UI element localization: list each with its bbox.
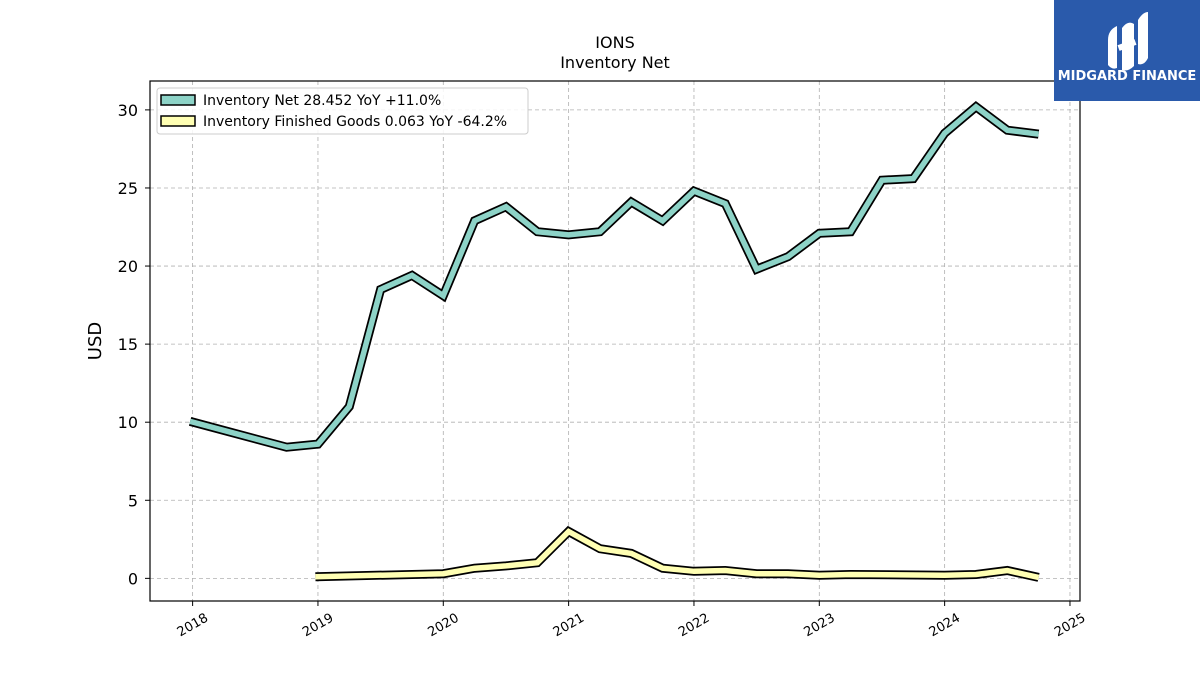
- y-tick-label: 20: [118, 257, 138, 276]
- series-layer: [188, 101, 1040, 582]
- legend-swatch-inventory-finished-goods: [160, 115, 196, 127]
- x-tick-label: 2022: [676, 611, 712, 641]
- y-tick-label: 10: [118, 413, 138, 432]
- legend-box: [156, 87, 529, 135]
- x-axis: 2018 2019 2020 2021 2022 2023 2024 2025: [175, 601, 1088, 641]
- midgard-finance-logo: MIDGARD FINANCE: [1054, 0, 1200, 101]
- chart-title: IONS: [595, 33, 634, 52]
- x-tick-label: 2024: [927, 611, 963, 641]
- x-tick-label: 2023: [801, 611, 837, 641]
- x-tick-label: 2019: [300, 611, 336, 641]
- plot-frame: [149, 80, 1081, 602]
- y-tick-label: 30: [118, 101, 138, 120]
- legend-entry-inventory-net: Inventory Net 28.452 YoY +11.0%: [203, 93, 441, 109]
- y-axis: 0 5 10 15 20 25 30: [118, 101, 150, 588]
- series-outline-inventory-net: [188, 101, 1040, 452]
- y-tick-label: 0: [128, 569, 138, 588]
- y-tick-label: 25: [118, 179, 138, 198]
- series-line-inventory-finished-goods: [315, 528, 1040, 581]
- chart-subtitle: Inventory Net: [560, 53, 670, 72]
- x-tick-label: 2020: [425, 611, 461, 641]
- grid: [150, 81, 1080, 601]
- y-tick-label: 15: [118, 335, 138, 354]
- y-tick-label: 5: [128, 491, 138, 510]
- x-tick-label: 2021: [551, 611, 587, 641]
- logo-mark-icon: [1108, 12, 1148, 71]
- y-axis-label: USD: [85, 322, 106, 360]
- legend-swatch-inventory-net: [160, 94, 196, 106]
- legend-entry-inventory-finished-goods: Inventory Finished Goods 0.063 YoY -64.2…: [203, 114, 507, 130]
- logo-text: MIDGARD FINANCE: [1058, 69, 1197, 84]
- x-tick-label: 2025: [1052, 611, 1088, 641]
- legend: Inventory Net 28.452 YoY +11.0% Inventor…: [156, 87, 529, 135]
- x-tick-label: 2018: [175, 611, 211, 641]
- series-line-inventory-net: [189, 103, 1039, 450]
